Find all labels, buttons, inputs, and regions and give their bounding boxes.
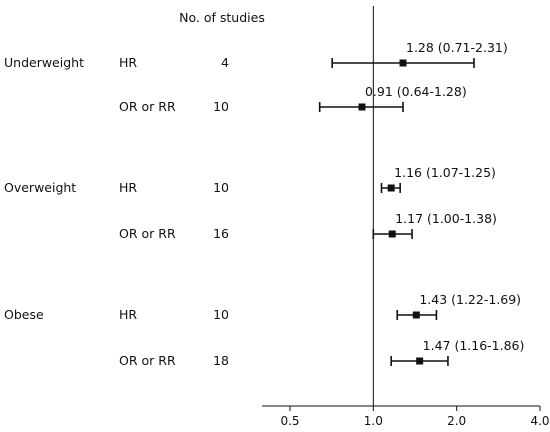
point-estimate <box>388 230 396 238</box>
studies-count: 10 <box>213 99 229 114</box>
estimate-label: 1.43 (1.22-1.69) <box>419 292 521 307</box>
x-axis: 0.5 1.0 2.0 4.0 <box>262 6 550 428</box>
studies-count: 16 <box>213 226 229 241</box>
category-label: Obese <box>4 307 44 322</box>
studies-count: 4 <box>221 55 229 70</box>
studies-count: 10 <box>213 180 229 195</box>
point-estimate <box>412 311 420 319</box>
estimate-label: 0.91 (0.64-1.28) <box>365 84 467 99</box>
estimate-label: 1.17 (1.00-1.38) <box>395 211 497 226</box>
x-tick-label: 1.0 <box>364 414 383 428</box>
point-estimate <box>399 59 407 67</box>
x-tick-label: 4.0 <box>530 414 549 428</box>
measure-label: OR or RR <box>119 99 176 114</box>
studies-column-header: No. of studies <box>179 10 265 25</box>
measure-label: OR or RR <box>119 226 176 241</box>
point-estimate <box>416 357 424 365</box>
category-label: Underweight <box>4 55 84 70</box>
measure-label: HR <box>119 307 137 322</box>
estimate-label: 1.16 (1.07-1.25) <box>394 165 496 180</box>
forest-rows: Underweight HR 4 1.28 (0.71-2.31) OR or RR 10… <box>4 40 524 368</box>
measure-label: OR or RR <box>119 353 176 368</box>
estimate-label: 1.47 (1.16-1.86) <box>423 338 525 353</box>
point-estimate <box>358 103 366 111</box>
x-tick-label: 2.0 <box>447 414 466 428</box>
category-label: Overweight <box>4 180 76 195</box>
x-tick-label: 0.5 <box>280 414 299 428</box>
studies-count: 18 <box>213 353 229 368</box>
point-estimate <box>387 184 395 192</box>
estimate-label: 1.28 (0.71-2.31) <box>406 40 508 55</box>
measure-label: HR <box>119 55 137 70</box>
studies-count: 10 <box>213 307 229 322</box>
measure-label: HR <box>119 180 137 195</box>
